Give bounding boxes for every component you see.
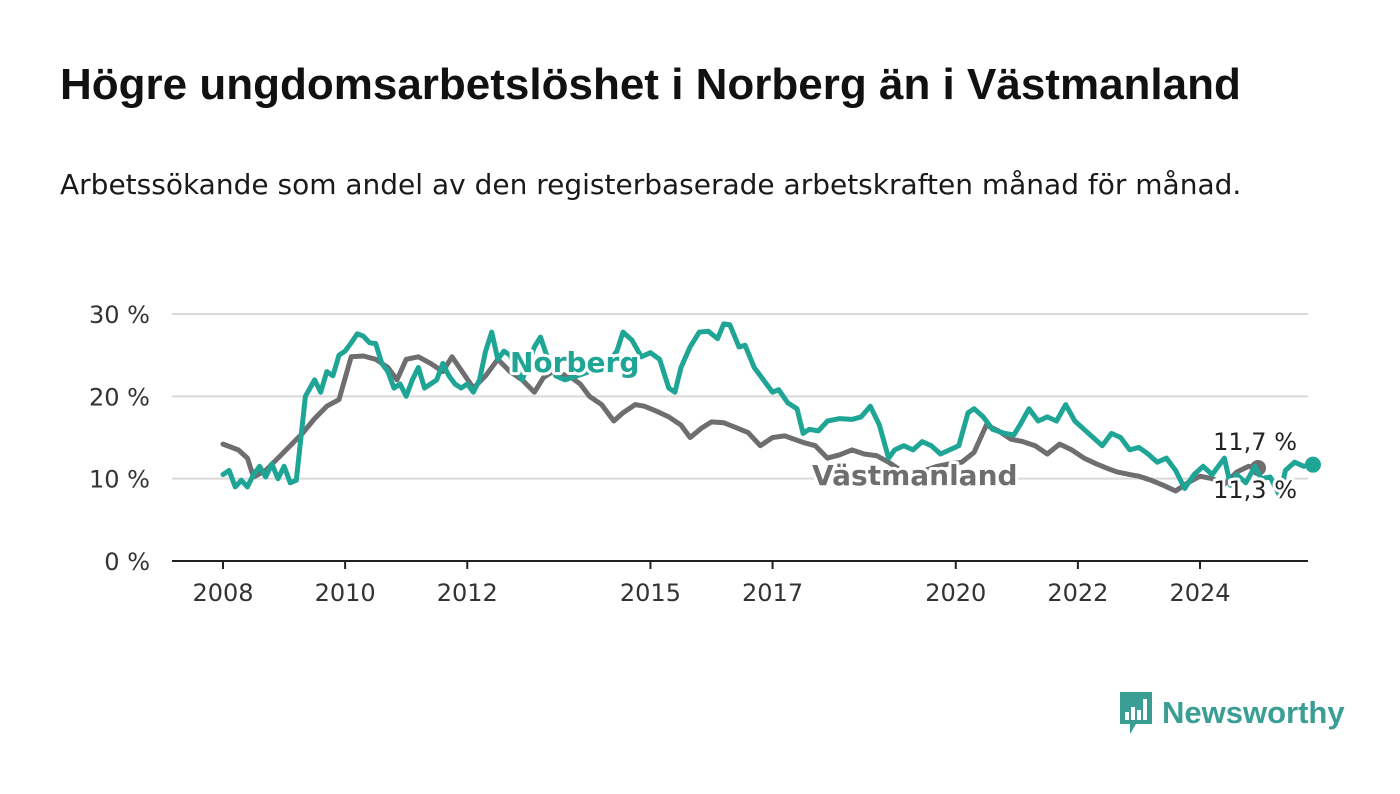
- y-tick-label: 0 %: [104, 548, 150, 576]
- x-tick-label: 2017: [742, 579, 803, 607]
- chart-title: Högre ungdomsarbetslöshet i Norberg än i…: [60, 60, 1241, 109]
- x-tick-label: 2010: [315, 579, 376, 607]
- chart-subtitle: Arbetssökande som andel av den registerb…: [60, 168, 1242, 201]
- end-value-vastmanland: 11,3 %: [1213, 476, 1297, 504]
- x-tick-label: 2024: [1169, 579, 1230, 607]
- series-line-v-stmanland: [220, 353, 1261, 494]
- y-tick-label: 20 %: [89, 383, 150, 411]
- series-line-norberg: [220, 321, 1316, 498]
- x-tick-label: 2008: [192, 579, 253, 607]
- x-tick-label: 2012: [437, 579, 498, 607]
- end-value-norberg: 11,7 %: [1213, 428, 1297, 456]
- newsworthy-logo-icon: [1120, 692, 1152, 734]
- x-axis-ticks: 2008 2010 2012 2015 2017 2020 2022 2024: [192, 561, 1231, 607]
- x-tick-label: 2015: [620, 579, 681, 607]
- series-labels: Norberg Västmanland 11,7 % 11,3 %: [507, 343, 1300, 507]
- newsworthy-logo: Newsworthy: [1118, 690, 1345, 736]
- gridlines: [172, 313, 1308, 562]
- series-end-point-norberg: [1304, 456, 1321, 473]
- y-tick-label: 10 %: [89, 466, 150, 494]
- logo-text: Newsworthy: [1162, 695, 1345, 730]
- series-lines: [220, 321, 1321, 498]
- series-label-norberg: Norberg: [510, 346, 639, 379]
- y-tick-label: 30 %: [89, 301, 150, 329]
- series-label-vastmanland: Västmanland: [812, 459, 1018, 492]
- x-tick-label: 2020: [925, 579, 986, 607]
- y-axis-ticks: 0 % 10 % 20 % 30 %: [89, 301, 150, 576]
- x-tick-label: 2022: [1047, 579, 1108, 607]
